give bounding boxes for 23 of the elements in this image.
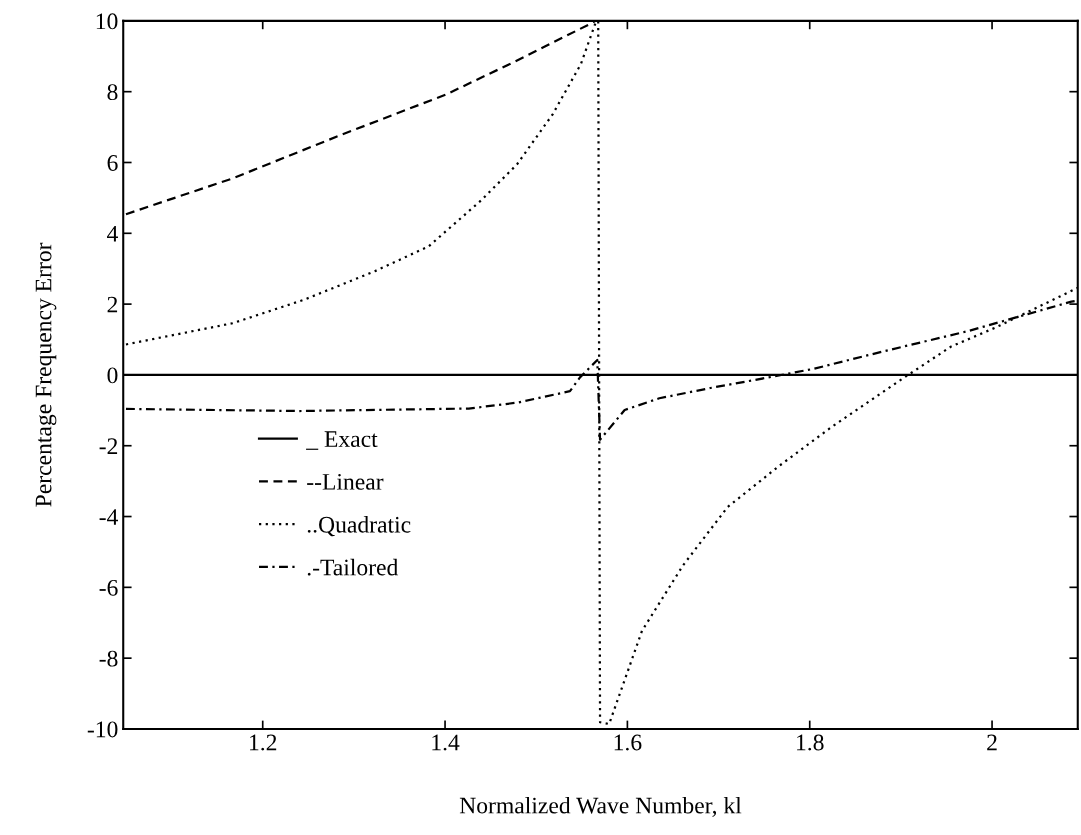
legend-label: ..Quadratic xyxy=(307,516,411,537)
y-tick-label: -6 xyxy=(99,579,118,596)
x-axis-title: Normalized Wave Number, kl xyxy=(459,796,742,817)
x-tick-label: 1.4 xyxy=(432,734,460,751)
y-tick-label: 8 xyxy=(107,84,118,101)
x-tick-label: 1.8 xyxy=(797,734,824,751)
x-tick-label: 1.2 xyxy=(250,734,277,751)
legend-label: .-Tailored xyxy=(307,558,399,576)
x-tick-label: 2 xyxy=(987,734,997,751)
y-tick-label: -10 xyxy=(87,721,118,738)
legend-label: --Linear xyxy=(307,473,384,490)
y-tick-label: -4 xyxy=(99,509,118,525)
x-tick-label: 1.6 xyxy=(614,734,642,751)
y-tick-label: 4 xyxy=(107,225,118,242)
y-tick-label: 0 xyxy=(107,367,118,384)
y-tick-label: 6 xyxy=(107,155,118,171)
y-axis-title: Percentage Frequency Error xyxy=(35,242,57,507)
y-tick-label: 2 xyxy=(107,296,118,313)
line-series xyxy=(124,20,1078,726)
y-tick-label: 10 xyxy=(96,13,118,30)
y-tick-label: -2 xyxy=(99,438,118,454)
y-tick-label: -8 xyxy=(99,650,118,667)
legend-label: _ Exact xyxy=(306,431,378,450)
